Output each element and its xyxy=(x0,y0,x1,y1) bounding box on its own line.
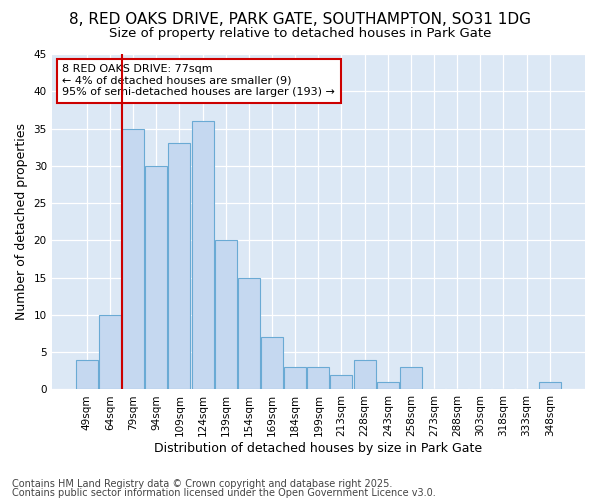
Y-axis label: Number of detached properties: Number of detached properties xyxy=(15,123,28,320)
Bar xyxy=(331,374,352,390)
Bar xyxy=(261,338,283,390)
Bar xyxy=(122,128,144,390)
Bar xyxy=(145,166,167,390)
Bar xyxy=(377,382,399,390)
Bar xyxy=(539,382,561,390)
Bar xyxy=(191,121,214,390)
Bar xyxy=(169,144,190,390)
Bar xyxy=(284,367,306,390)
Bar xyxy=(76,360,98,390)
Bar xyxy=(353,360,376,390)
Bar xyxy=(215,240,237,390)
Bar xyxy=(307,367,329,390)
Bar xyxy=(238,278,260,390)
Text: 8, RED OAKS DRIVE, PARK GATE, SOUTHAMPTON, SO31 1DG: 8, RED OAKS DRIVE, PARK GATE, SOUTHAMPTO… xyxy=(69,12,531,28)
Bar xyxy=(400,367,422,390)
Bar xyxy=(99,315,121,390)
Text: Contains HM Land Registry data © Crown copyright and database right 2025.: Contains HM Land Registry data © Crown c… xyxy=(12,479,392,489)
X-axis label: Distribution of detached houses by size in Park Gate: Distribution of detached houses by size … xyxy=(154,442,482,455)
Text: 8 RED OAKS DRIVE: 77sqm
← 4% of detached houses are smaller (9)
95% of semi-deta: 8 RED OAKS DRIVE: 77sqm ← 4% of detached… xyxy=(62,64,335,98)
Text: Size of property relative to detached houses in Park Gate: Size of property relative to detached ho… xyxy=(109,28,491,40)
Text: Contains public sector information licensed under the Open Government Licence v3: Contains public sector information licen… xyxy=(12,488,436,498)
